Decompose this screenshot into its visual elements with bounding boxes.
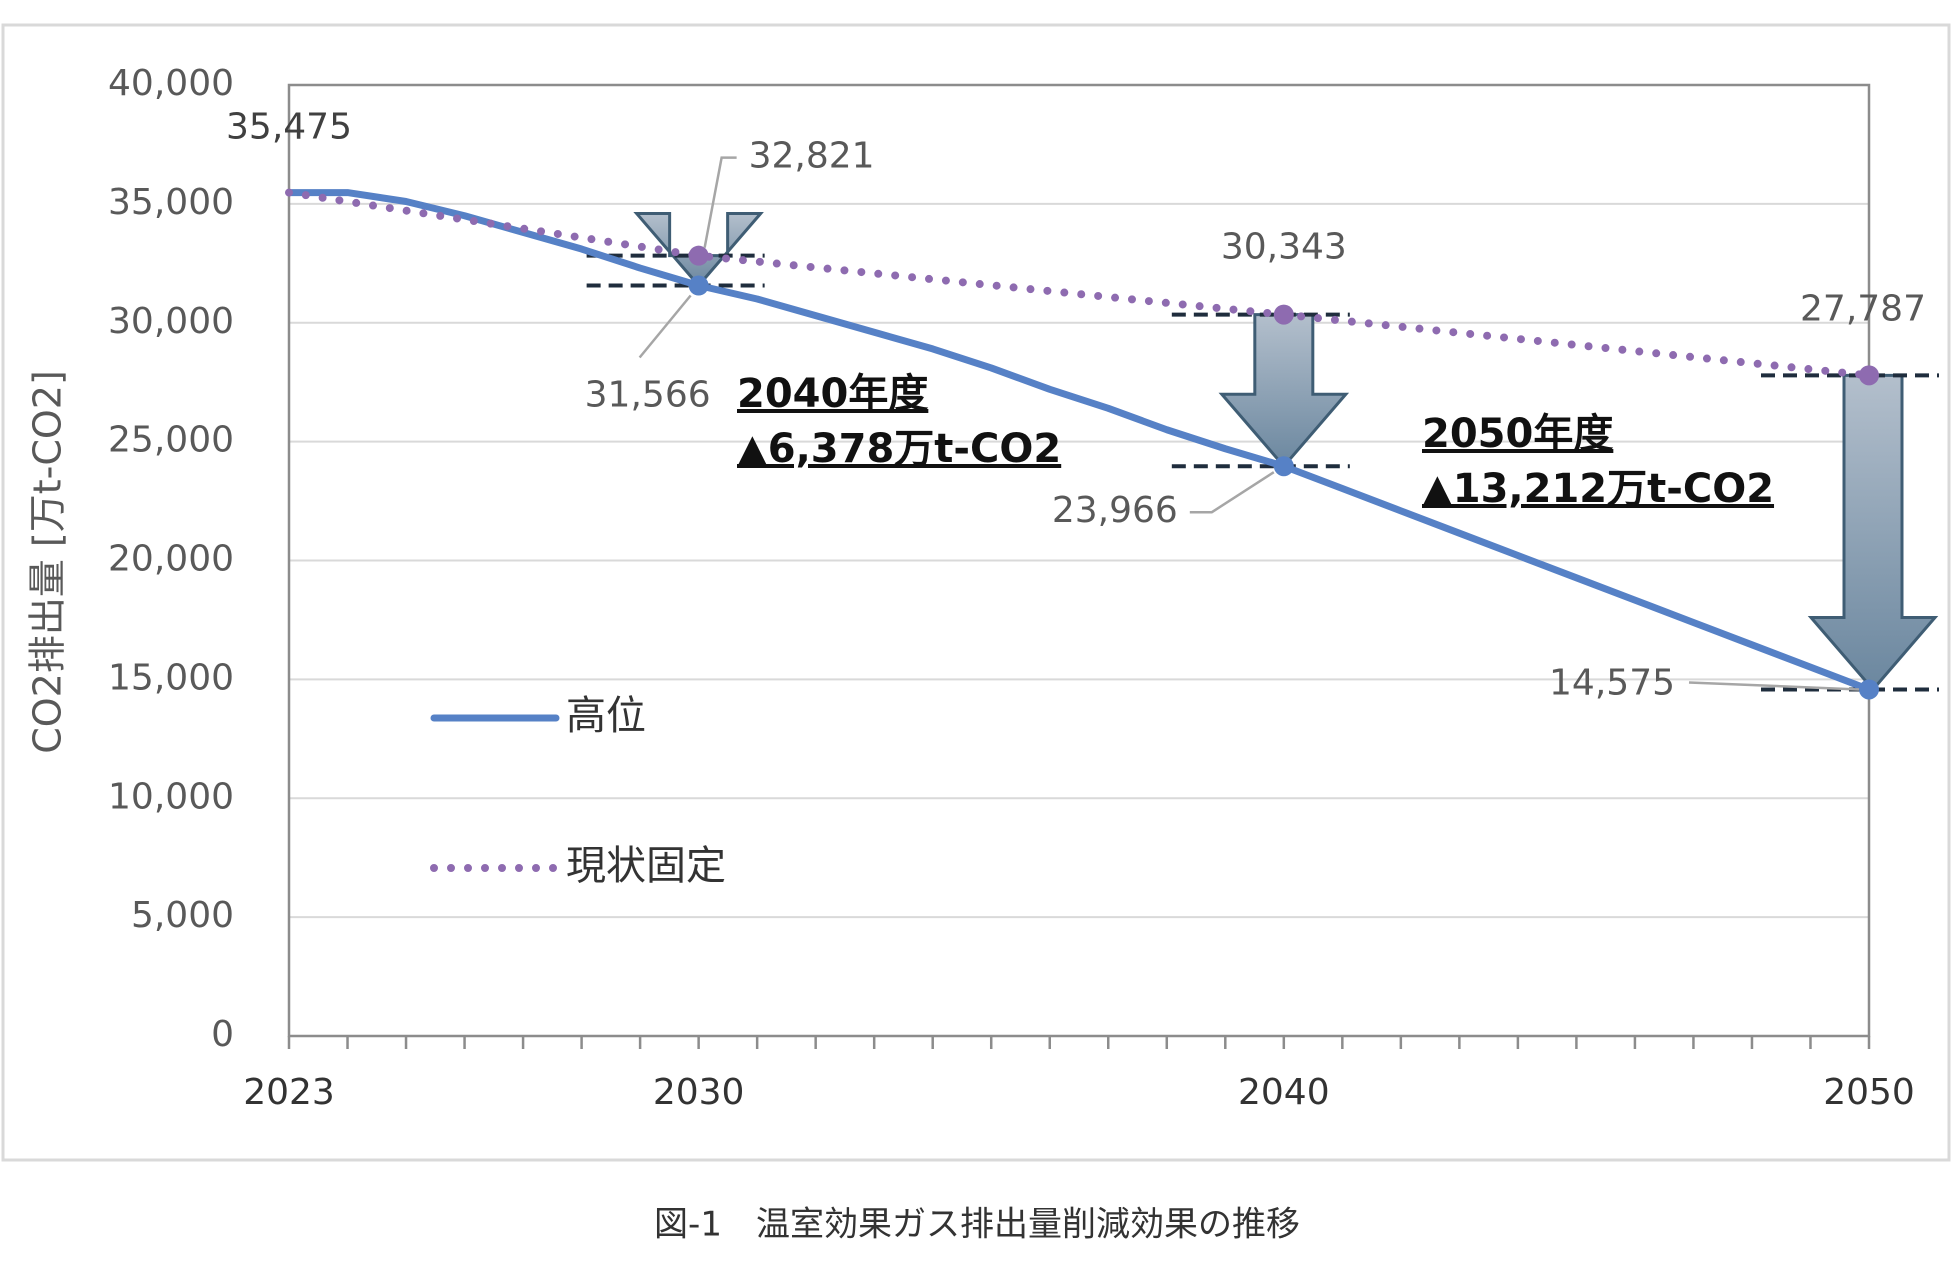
data-label: 27,787	[1800, 288, 1926, 329]
y-tick-label: 10,000	[108, 776, 234, 817]
y-tick-label: 15,000	[108, 657, 234, 698]
annotation: ▲13,212万t-CO2	[1422, 466, 1774, 512]
reduction-arrow	[633, 212, 764, 288]
reduction-arrow	[1807, 373, 1939, 692]
caption: 図-1 温室効果ガス排出量削減効果の推移	[654, 1205, 1300, 1245]
data-label: 31,566	[585, 375, 711, 416]
x-tick-label: 2023	[243, 1072, 335, 1113]
data-label: 23,966	[1052, 490, 1178, 531]
x-tick-label: 2050	[1823, 1072, 1915, 1113]
legend-label: 高位	[566, 693, 646, 739]
y-tick-label: 30,000	[108, 301, 234, 342]
data-point	[688, 245, 709, 266]
data-label: 35,475	[226, 107, 352, 148]
y-tick-label: 5,000	[131, 895, 234, 936]
data-label: 14,575	[1549, 662, 1675, 703]
y-tick-label: 40,000	[108, 63, 234, 104]
y-axis-label: CO2排出量 [万t-CO2]	[26, 370, 70, 754]
annotation: ▲6,378万t-CO2	[737, 426, 1061, 472]
y-tick-label: 25,000	[108, 420, 234, 461]
y-tick-label: 20,000	[108, 539, 234, 580]
series-line	[285, 188, 1873, 380]
leader-line	[1688, 681, 1860, 691]
x-tick-label: 2040	[1238, 1072, 1330, 1113]
data-label: 30,343	[1221, 227, 1347, 268]
data-label: 32,821	[749, 136, 875, 177]
data-point	[1859, 365, 1879, 386]
data-point	[688, 275, 709, 296]
reduction-arrow	[1218, 313, 1350, 469]
leader-line	[703, 156, 737, 248]
data-point	[1859, 679, 1879, 700]
data-point	[1273, 456, 1294, 477]
data-point	[1273, 304, 1294, 325]
leader-line	[1189, 471, 1275, 514]
series-line	[285, 189, 1873, 693]
legend-label: 現状固定	[566, 843, 726, 889]
y-tick-label: 0	[211, 1014, 234, 1055]
y-tick-label: 35,000	[108, 182, 234, 223]
annotation: 2040年度	[737, 371, 928, 417]
x-tick-label: 2030	[653, 1072, 745, 1113]
leader-line	[638, 294, 692, 359]
annotation: 2050年度	[1422, 411, 1613, 457]
